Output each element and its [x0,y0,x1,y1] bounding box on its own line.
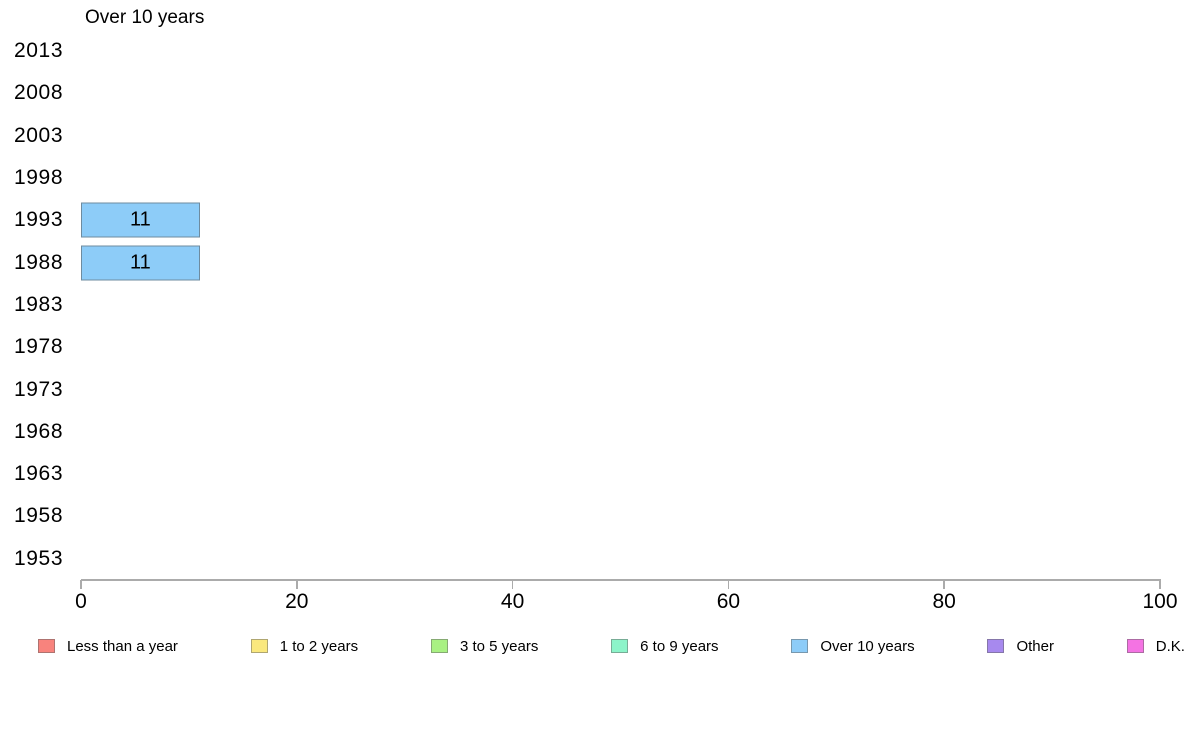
chart-row: 1963 [0,453,1188,495]
x-axis-tick-label: 20 [285,590,309,613]
x-axis-line [81,579,1161,581]
x-axis-tick [943,580,945,589]
legend-label: 6 to 9 years [640,637,719,655]
chart-row: 1958 [0,495,1188,537]
legend-item: 3 to 5 years [430,637,539,655]
x-axis-tick [296,580,298,589]
chart-row: 1998 [0,157,1188,199]
y-axis-label: 1973 [14,377,64,401]
x-axis-tick [1159,580,1161,589]
legend-item: D.K. [1126,637,1185,655]
chart-title: Over 10 years [85,7,205,28]
legend-label: Over 10 years [820,637,915,655]
y-axis-label: 2013 [14,39,64,63]
x-axis-tick-label: 80 [932,590,956,613]
chart-row: 2013 [0,30,1188,72]
y-axis-label: 1988 [14,250,64,274]
x-axis-tick-label: 100 [1142,590,1178,613]
x-axis-tick [80,580,82,589]
chart-row: 1973 [0,368,1188,410]
y-axis-label: 1978 [14,335,64,359]
legend-item: Less than a year [38,638,178,655]
legend-item: Other [987,638,1054,655]
y-axis-label: 1963 [14,462,64,486]
legend-swatch [791,639,809,653]
x-axis-tick [727,580,730,589]
bar: 11 [81,245,200,281]
legend-label: 1 to 2 years [279,637,359,655]
chart-row: 1993 11 [0,199,1188,241]
legend-swatch [430,639,448,653]
bar: 11 [81,202,200,238]
legend-swatch [1126,639,1144,653]
y-axis-label: 1953 [14,546,64,570]
chart-row: 1968 [0,411,1188,453]
legend-label: 3 to 5 years [459,637,539,655]
legend-label: Less than a year [67,637,178,655]
y-axis-label: 2003 [14,123,64,147]
x-axis-tick-label: 0 [75,590,87,613]
x-axis-tick [511,580,514,589]
legend-label: Other [1016,637,1054,655]
y-axis-label: 1958 [14,504,64,528]
chart-row: 1953 [0,538,1188,580]
legend-label: D.K. [1155,637,1185,655]
bar-value-label: 11 [129,251,151,274]
legend-swatch [987,639,1005,653]
x-axis-tick-label: 40 [500,590,525,613]
y-axis-label: 1998 [14,166,64,190]
chart-row: 1978 [0,326,1188,368]
chart-row: 2008 [0,72,1188,114]
legend-swatch [250,639,268,653]
y-axis-label: 1968 [14,419,64,443]
chart-row: 1983 [0,284,1188,326]
legend-item: 6 to 9 years [611,637,719,655]
y-axis-label: 1983 [14,292,64,316]
chart-row: 2003 [0,115,1188,157]
bar-value-label: 11 [129,208,151,231]
legend-item: 1 to 2 years [250,637,359,655]
legend-swatch [611,639,629,653]
y-axis-label: 1993 [14,208,64,232]
legend: Less than a year 1 to 2 years 3 to 5 years… [0,636,1188,656]
legend-swatch [38,639,55,653]
x-axis-tick-label: 60 [716,590,741,613]
legend-item: Over 10 years [791,637,915,655]
y-axis-label: 2008 [14,81,64,105]
chart-row: 1988 11 [0,242,1188,284]
